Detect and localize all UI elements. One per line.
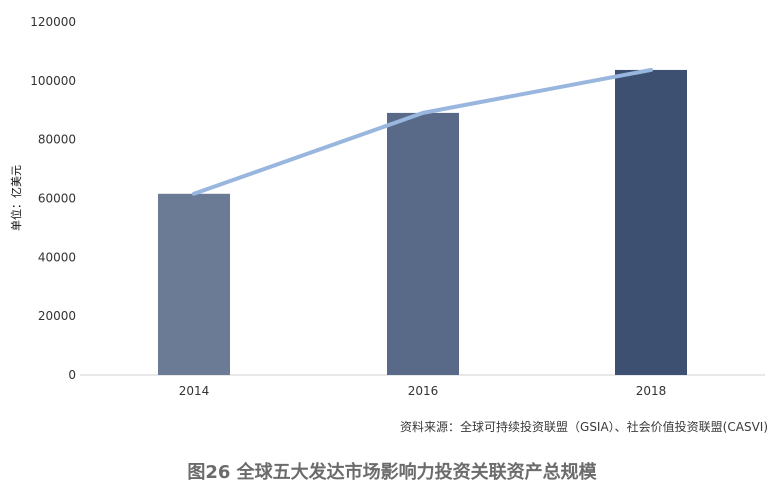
bars [158, 69, 687, 376]
y-tick-label: 0 [68, 368, 76, 382]
y-tick-label: 20000 [38, 309, 76, 323]
bar-2016 [387, 112, 459, 376]
chart: 单位：亿美元 0 20000 40000 60000 80000 100000 120000… [9, 15, 765, 398]
x-tick-label: 2014 [179, 384, 210, 398]
x-tick-label: 2018 [636, 384, 667, 398]
y-axis-label-group: 单位：亿美元 [9, 165, 23, 231]
bar-2014 [158, 193, 230, 375]
x-tick-labels: 2014 2016 2018 [179, 384, 667, 398]
y-axis-label: 单位：亿美元 [9, 165, 23, 231]
figure-caption: 图26 全球五大发达市场影响力投资关联资产总规模 [187, 462, 597, 483]
y-tick-labels: 0 20000 40000 60000 80000 100000 120000 [30, 15, 76, 382]
source-note: 资料来源：全球可持续投资联盟（GSIA）、社会价值投资联盟(CASVI) [400, 420, 768, 434]
y-tick-label: 80000 [38, 133, 76, 147]
y-tick-label: 40000 [38, 250, 76, 264]
x-tick-label: 2016 [408, 384, 439, 398]
y-tick-label: 100000 [30, 74, 76, 88]
y-tick-label: 60000 [38, 192, 76, 206]
trend-line [192, 67, 653, 196]
bar-2018 [615, 69, 687, 376]
y-tick-label: 120000 [30, 15, 76, 29]
